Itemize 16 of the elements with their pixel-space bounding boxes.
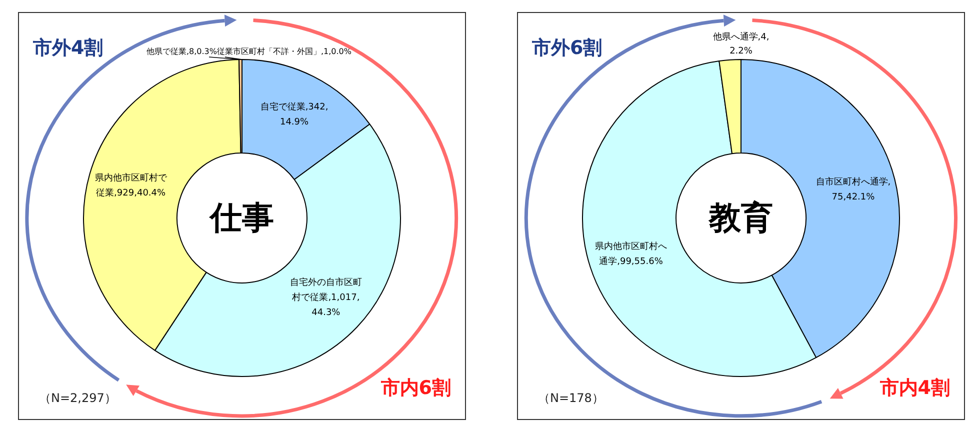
text: （N=2,297） xyxy=(39,390,116,407)
slice-label: 他県で従業,8,0.3% xyxy=(146,47,218,56)
text: 市外4割 xyxy=(33,36,104,61)
category-label: 従業市区町村「不詳・外国」,1,0.0% xyxy=(217,47,352,56)
text: 仕事 xyxy=(208,198,274,236)
text: 市内4割 xyxy=(880,376,950,401)
text: （N=178） xyxy=(538,390,604,407)
slice-label: 自宅外の自市区町村で従業,1,017,44.3% xyxy=(290,277,362,318)
slice-label: 県内他市区町村へ通学,99,55.6% xyxy=(594,240,667,267)
text: 教育 xyxy=(708,198,773,236)
slice-label: 他県へ通学,4,2.2% xyxy=(712,31,770,56)
slice-label: 自市区町村へ通学,75,42.1% xyxy=(816,176,891,203)
slice-label: 自宅で従業,342,14.9% xyxy=(260,102,328,128)
text: 市内6割 xyxy=(380,376,451,401)
text: 市外6割 xyxy=(532,36,602,61)
slice-label: 県内他市区町村で従業,929,40.4% xyxy=(94,172,168,199)
